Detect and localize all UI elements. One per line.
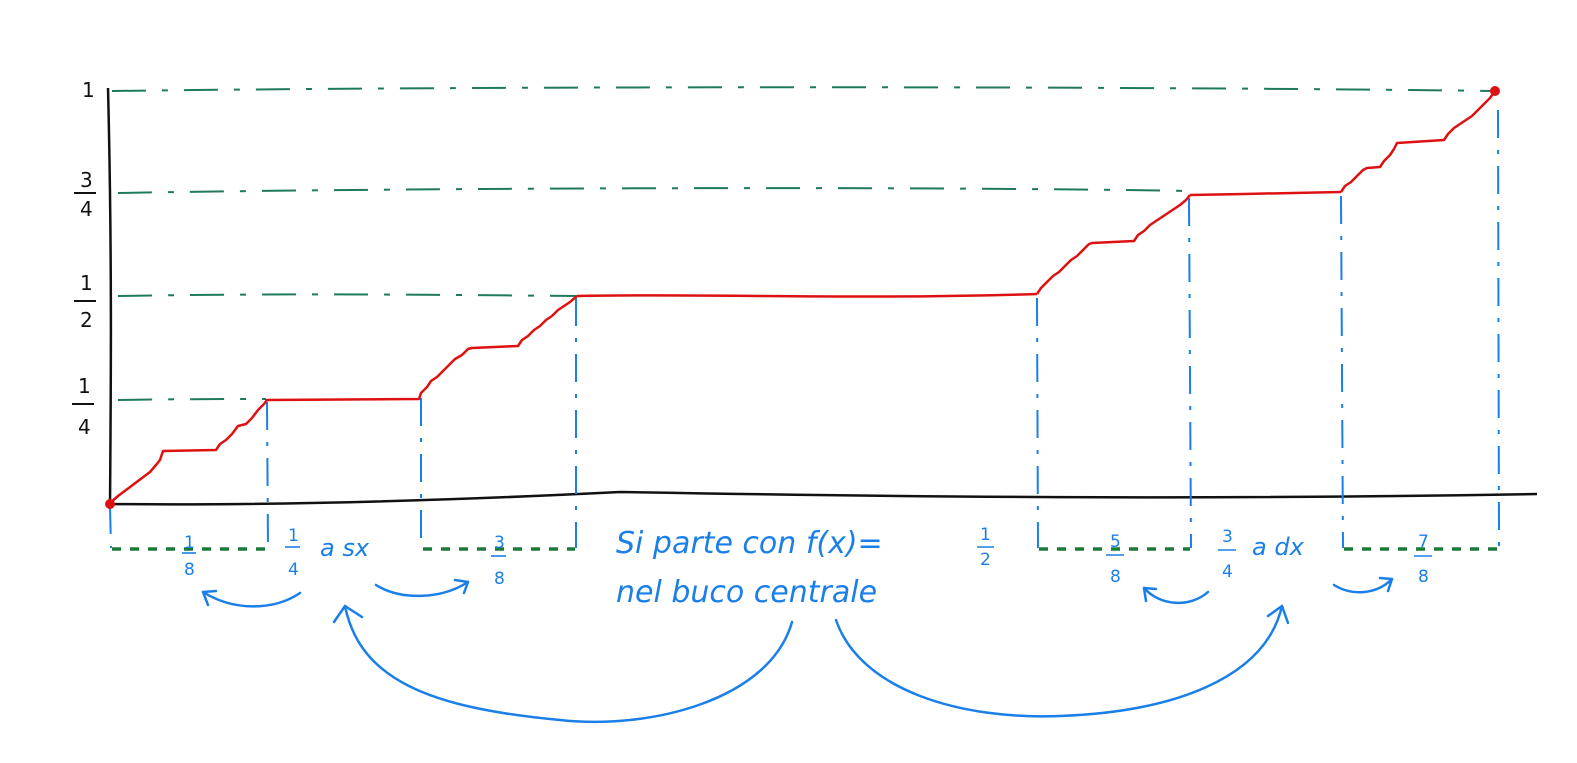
label-1-4-num: 1 [288, 526, 299, 546]
arrow-to-5-8 [1142, 586, 1210, 605]
label-5-8-num: 5 [1110, 532, 1121, 552]
arrow-to-3-8 [374, 580, 470, 598]
label-a-dx: a dx [1252, 533, 1305, 561]
note-frac-num: 1 [980, 525, 991, 545]
label-7-8-num: 7 [1418, 532, 1429, 552]
y-label-1-4-den: 4 [78, 415, 91, 439]
label-1-4-den: 4 [288, 560, 299, 580]
y-label-1-2-den: 2 [80, 308, 93, 332]
guide-y-1-2 [117, 293, 578, 297]
curve-plateau-center [576, 292, 1038, 298]
central-note: Si parte con f(x)= 1 2 nel buco centrale [616, 525, 994, 610]
curve-segment-3 [1339, 90, 1497, 193]
arrow-big-left [343, 604, 794, 724]
curve-segment-2 [1035, 194, 1191, 295]
note-frac-den: 2 [980, 550, 991, 570]
label-a-sx: a sx [320, 534, 370, 562]
end-point [1490, 86, 1500, 96]
guide-y-1 [111, 86, 1496, 92]
horizontal-guides [111, 86, 1496, 401]
vertical-guides [109, 109, 1500, 549]
arrow-to-7-8 [1332, 577, 1394, 594]
vline-2 [266, 401, 269, 549]
y-axis [106, 87, 113, 505]
label-3-4-num: 3 [1222, 527, 1233, 547]
vline-8 [1497, 109, 1500, 549]
x-axis [109, 490, 1538, 506]
y-label-1-4-num: 1 [78, 374, 91, 398]
start-point [105, 499, 115, 509]
label-3-4-den: 4 [1222, 562, 1233, 582]
curve-plateau-right [1189, 190, 1342, 197]
label-3-8-den: 8 [494, 569, 505, 589]
arrows [201, 576, 1394, 724]
y-label-3-4-num: 3 [80, 168, 93, 192]
label-7-8-den: 8 [1418, 567, 1429, 587]
curve-segment-1 [109, 295, 578, 504]
axes [106, 87, 1538, 506]
arrow-to-1-8 [201, 590, 302, 608]
vline-5 [1036, 297, 1039, 549]
note-line-1: Si parte con f(x)= [616, 526, 883, 561]
note-line-2: nel buco centrale [616, 575, 877, 610]
vline-6 [1188, 197, 1192, 549]
guide-y-1-4 [117, 398, 267, 401]
vline-1 [109, 505, 112, 549]
y-label-1-2-num: 1 [80, 271, 93, 295]
y-label-3-4-den: 4 [80, 197, 93, 221]
label-1-8-den: 8 [184, 560, 195, 580]
label-3-8-num: 3 [494, 533, 505, 553]
arrow-big-right [834, 604, 1284, 718]
label-1-8-num: 1 [184, 533, 195, 553]
vline-7 [1340, 195, 1344, 549]
y-label-1: 1 [82, 78, 95, 102]
guide-y-3-4 [117, 187, 1191, 194]
label-5-8-den: 8 [1110, 567, 1121, 587]
interval-labels: 1 8 1 4 a sx 3 8 5 8 3 4 a dx 7 8 [182, 526, 1432, 589]
cantor-curve [109, 90, 1497, 504]
y-axis-labels: 1 3 4 1 2 1 4 [72, 78, 96, 439]
